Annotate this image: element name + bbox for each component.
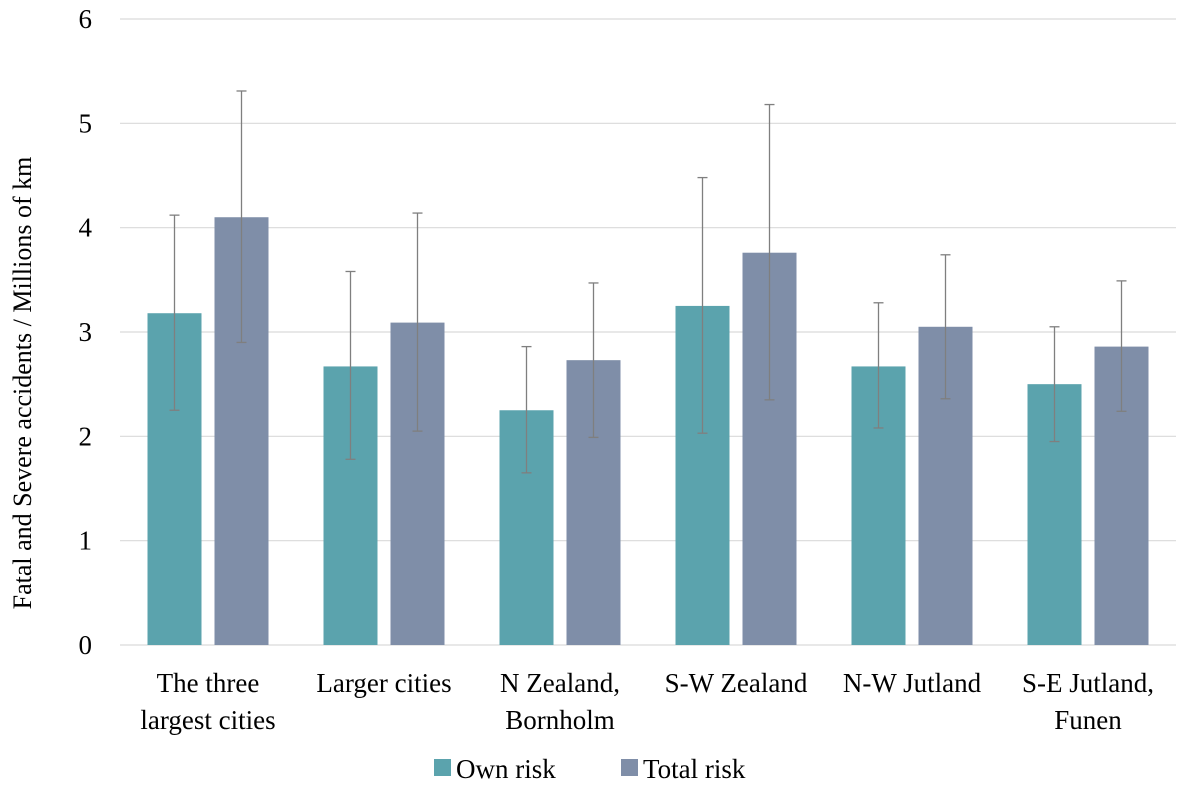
x-category-labels: The three largest cities Larger cities N Ze… xyxy=(140,668,1154,735)
y-tick-label: 1 xyxy=(79,526,93,556)
x-category-label: S-E Jutland, xyxy=(1022,668,1154,698)
x-category-label: Larger cities xyxy=(316,668,451,698)
legend-label: Own risk xyxy=(456,754,556,784)
y-axis-title: Fatal and Severe accidents / Millions of… xyxy=(8,157,37,610)
y-tick-labels: 0 1 2 3 4 5 6 xyxy=(79,4,93,660)
legend-label: Total risk xyxy=(643,754,746,784)
legend-swatch xyxy=(621,759,638,776)
x-category-label: The three xyxy=(157,668,260,698)
x-category-label: largest cities xyxy=(140,705,275,735)
y-tick-label: 2 xyxy=(79,421,93,451)
y-tick-label: 5 xyxy=(79,108,93,138)
error-bars xyxy=(169,90,1127,474)
bars xyxy=(147,217,1149,645)
legend-swatch xyxy=(434,759,451,776)
y-tick-label: 3 xyxy=(79,317,93,347)
x-category-label: N-W Jutland xyxy=(843,668,982,698)
y-tick-label: 6 xyxy=(79,4,93,34)
x-category-label: N Zealand, xyxy=(500,668,620,698)
y-tick-label: 0 xyxy=(79,630,93,660)
x-category-label: S-W Zealand xyxy=(665,668,808,698)
legend: Own risk Total risk xyxy=(434,754,746,784)
x-category-label: Bornholm xyxy=(505,705,615,735)
y-tick-label: 4 xyxy=(79,213,93,243)
x-category-label: Funen xyxy=(1054,705,1122,735)
gridlines xyxy=(120,18,1176,646)
